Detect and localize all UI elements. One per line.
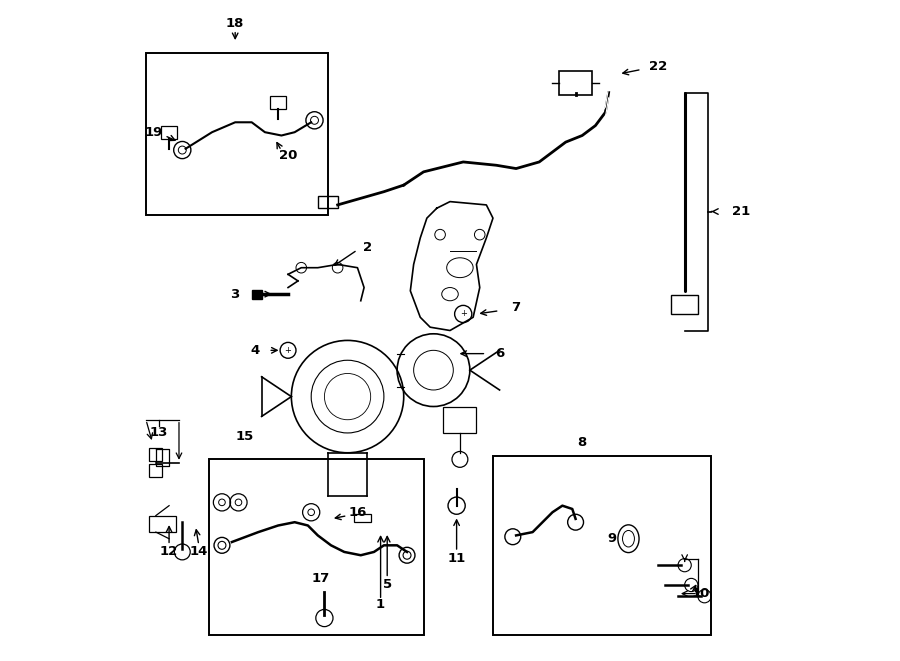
- Text: 20: 20: [279, 149, 297, 162]
- Text: 15: 15: [236, 430, 254, 443]
- Text: 2: 2: [363, 241, 372, 254]
- Text: 16: 16: [348, 506, 366, 519]
- Text: 12: 12: [160, 545, 178, 559]
- Text: 21: 21: [732, 205, 750, 218]
- Text: 18: 18: [226, 17, 245, 30]
- Bar: [252, 290, 262, 299]
- Text: 13: 13: [150, 426, 168, 440]
- Text: 3: 3: [230, 288, 239, 301]
- Text: 1: 1: [376, 598, 385, 611]
- Bar: [444, 407, 476, 433]
- Text: 22: 22: [649, 59, 667, 73]
- Text: +: +: [284, 346, 292, 355]
- Bar: [671, 295, 698, 314]
- Bar: [146, 53, 328, 215]
- Bar: [318, 196, 338, 208]
- Bar: [149, 464, 163, 477]
- Text: 7: 7: [511, 301, 521, 314]
- Bar: [493, 456, 711, 635]
- Text: +: +: [460, 309, 467, 319]
- Text: 17: 17: [312, 572, 330, 585]
- Text: 9: 9: [608, 532, 616, 545]
- Bar: [149, 516, 176, 532]
- Text: 19: 19: [145, 126, 163, 139]
- Text: 11: 11: [447, 552, 465, 565]
- Text: 10: 10: [692, 587, 710, 600]
- Text: 5: 5: [382, 578, 392, 592]
- Text: 8: 8: [578, 436, 587, 449]
- Bar: [355, 514, 371, 522]
- Text: 4: 4: [250, 344, 259, 357]
- Text: 14: 14: [190, 545, 208, 559]
- Bar: [161, 126, 177, 139]
- Text: 6: 6: [495, 347, 504, 360]
- Bar: [270, 96, 286, 109]
- Bar: [149, 448, 163, 461]
- Bar: [209, 459, 424, 635]
- Bar: [559, 71, 592, 95]
